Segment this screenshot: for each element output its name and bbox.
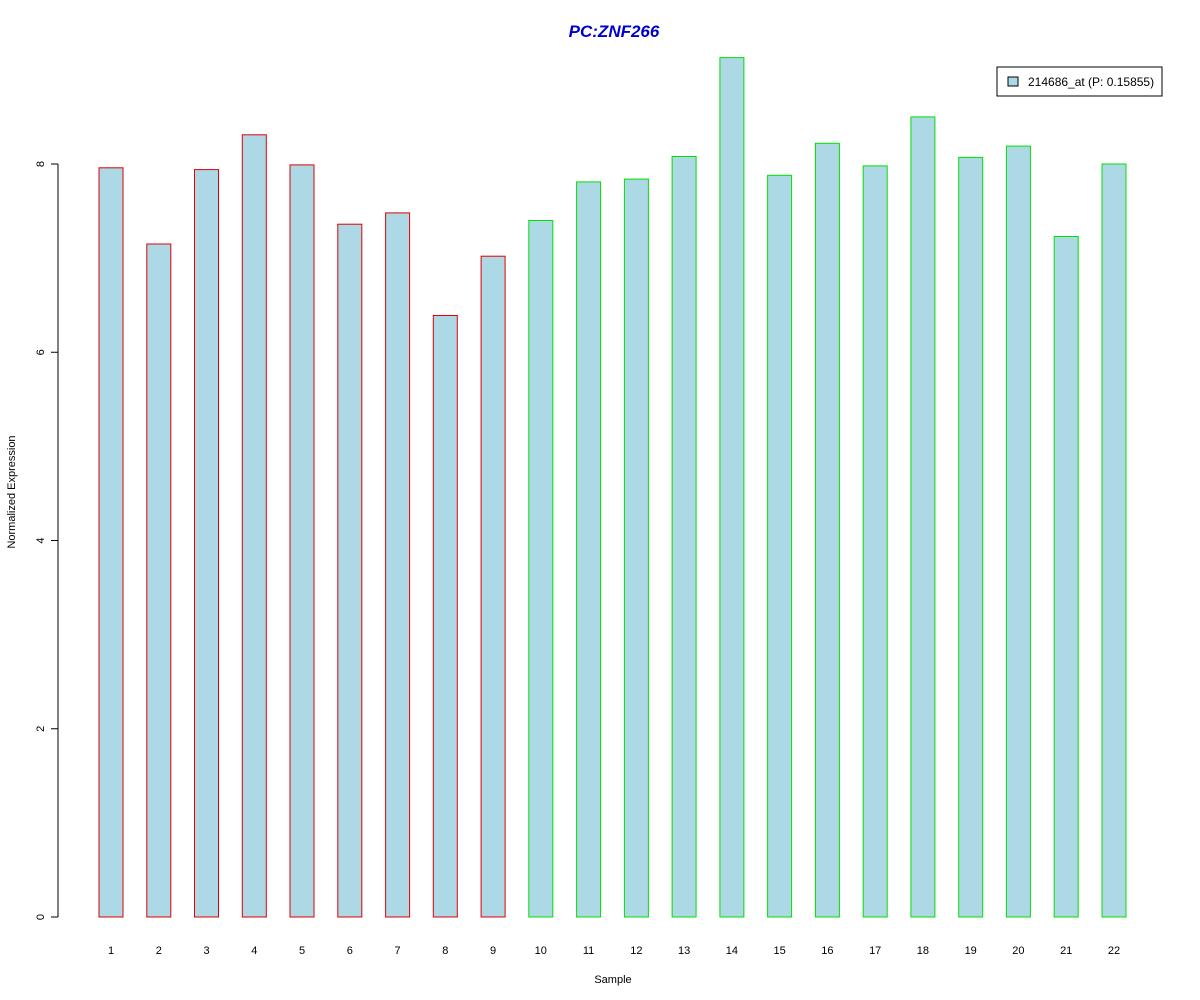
bar-sample-5 xyxy=(289,164,315,918)
bar-sample-19 xyxy=(958,156,984,918)
y-tick-label: 6 xyxy=(35,349,47,355)
y-tick-label: 8 xyxy=(35,161,47,167)
x-tick-label: 4 xyxy=(251,945,257,957)
x-tick-label: 13 xyxy=(678,945,690,957)
y-tick-label: 0 xyxy=(35,914,47,920)
bar-sample-11 xyxy=(576,181,602,918)
bar-sample-4 xyxy=(241,134,267,918)
x-tick-label: 8 xyxy=(442,945,448,957)
bar-sample-10 xyxy=(528,220,554,918)
x-tick-label: 6 xyxy=(347,945,353,957)
x-tick-label: 11 xyxy=(583,945,594,957)
x-tick-label: 5 xyxy=(299,945,305,957)
bar-sample-3 xyxy=(194,169,219,918)
bar-sample-13 xyxy=(671,156,697,918)
x-tick-label: 1 xyxy=(108,945,114,957)
x-tick-label: 2 xyxy=(156,945,162,957)
x-tick-label: 3 xyxy=(203,945,209,957)
x-tick-label: 21 xyxy=(1060,945,1072,957)
legend-swatch xyxy=(1007,76,1019,87)
x-tick-label: 16 xyxy=(821,945,833,957)
x-axis-label: Sample xyxy=(594,974,631,986)
bar-sample-1 xyxy=(98,167,124,918)
x-tick-label: 15 xyxy=(773,945,785,957)
bar-sample-14 xyxy=(719,57,745,918)
y-tick-label: 4 xyxy=(35,537,47,543)
bar-sample-6 xyxy=(337,223,363,918)
x-tick-label: 10 xyxy=(535,945,547,957)
legend-entry-label: 214686_at (P: 0.15855) xyxy=(1028,75,1154,89)
chart-title: PC:ZNF266 xyxy=(569,22,660,41)
bar-sample-8 xyxy=(432,315,458,918)
bar-sample-12 xyxy=(623,178,649,918)
x-tick-label: 20 xyxy=(1012,945,1024,957)
bar-sample-16 xyxy=(814,142,840,918)
bar-sample-18 xyxy=(910,116,936,918)
x-tick-label: 17 xyxy=(869,945,881,957)
bar-sample-7 xyxy=(385,212,411,918)
legend-box xyxy=(996,66,1163,97)
y-axis-label: Normalized Expression xyxy=(6,435,18,548)
bar-sample-20 xyxy=(1005,145,1031,918)
legend: 214686_at (P: 0.15855) xyxy=(996,66,1163,97)
x-tick-labels: 1 2 3 4 5 6 7 8 9 10 11 12 13 14 15 16 17 18 19 20 21 22 xyxy=(108,945,1120,957)
bar-sample-21 xyxy=(1053,236,1079,918)
x-tick-label: 19 xyxy=(965,945,977,957)
y-tick-label: 2 xyxy=(35,726,47,732)
bar-sample-2 xyxy=(146,243,172,918)
x-tick-label: 14 xyxy=(726,945,738,957)
bar-sample-15 xyxy=(767,174,793,918)
x-tick-label: 7 xyxy=(395,945,401,957)
bar-sample-17 xyxy=(862,165,888,918)
x-tick-label: 22 xyxy=(1108,945,1120,957)
bar-sample-9 xyxy=(480,255,506,918)
x-tick-label: 12 xyxy=(630,945,642,957)
y-axis: 0 2 4 6 8 xyxy=(35,161,59,920)
x-tick-label: 9 xyxy=(490,945,496,957)
x-tick-label: 18 xyxy=(917,945,929,957)
bars xyxy=(98,57,1127,918)
bar-sample-22 xyxy=(1101,163,1127,918)
